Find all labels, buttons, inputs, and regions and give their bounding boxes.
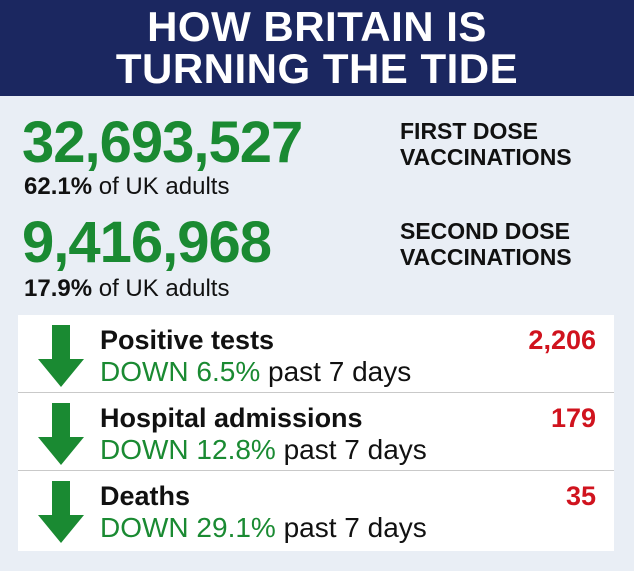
metric-title: Hospital admissions [100,403,363,433]
first-dose-label-line-1: FIRST DOSE [400,118,539,144]
metrics-panel: Positive tests 2,206 DOWN 6.5% past 7 da… [18,315,614,551]
metric-change: DOWN 12.8% past 7 days [100,435,427,465]
headline-line-1: HOW BRITAIN IS [147,3,487,50]
second-dose-percent-line: 17.9% of UK adults [24,276,229,302]
metric-change: DOWN 29.1% past 7 days [100,513,427,543]
metric-value: 179 [550,403,596,433]
first-dose-percent-line: 62.1% of UK adults [24,174,229,200]
second-dose-label: SECOND DOSE VACCINATIONS [400,218,572,270]
metric-change-period: past 7 days [275,434,427,465]
metric-value: 2,206 [528,325,596,355]
headline-banner: HOW BRITAIN IS TURNING THE TIDE [0,0,634,96]
metric-row-positive-tests: Positive tests 2,206 DOWN 6.5% past 7 da… [18,315,614,393]
metric-title: Positive tests [100,325,275,355]
metric-row-deaths: Deaths 35 DOWN 29.1% past 7 days [18,471,614,549]
metric-change-percent: DOWN 12.8% [100,434,276,465]
metric-change-period: past 7 days [275,512,427,543]
metric-change-period: past 7 days [260,356,412,387]
second-dose-label-line-2: VACCINATIONS [400,244,572,270]
metric-change-percent: DOWN 6.5% [100,356,261,387]
second-dose-label-line-1: SECOND DOSE [400,218,570,244]
second-dose-percent: 17.9% [24,275,93,302]
headline-line-2: TURNING THE TIDE [115,45,519,92]
metric-change: DOWN 6.5% past 7 days [100,357,411,387]
first-dose-label-line-2: VACCINATIONS [400,144,572,170]
metric-change-percent: DOWN 29.1% [100,512,276,543]
metric-row-hospital-admissions: Hospital admissions 179 DOWN 12.8% past … [18,393,614,471]
first-dose-percent: 62.1% [24,173,93,200]
first-dose-label: FIRST DOSE VACCINATIONS [400,118,572,170]
second-dose-suffix: of UK adults [92,275,230,302]
down-arrow-icon [38,481,84,543]
vaccination-stats: 32,693,527 62.1% of UK adults FIRST DOSE… [0,96,634,312]
metric-value: 35 [565,481,596,511]
down-arrow-icon [38,325,84,387]
second-dose-number: 9,416,968 [22,210,272,275]
first-dose-number: 32,693,527 [22,110,303,175]
down-arrow-icon [38,403,84,465]
first-dose-suffix: of UK adults [92,173,230,200]
metric-title: Deaths [100,481,191,511]
